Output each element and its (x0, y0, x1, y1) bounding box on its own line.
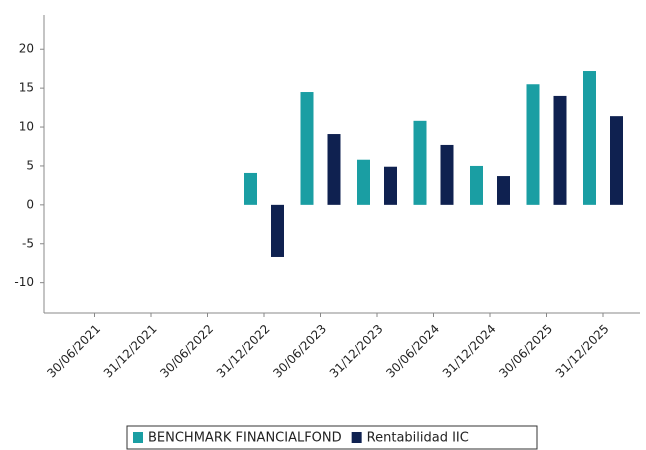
bar (244, 172, 257, 205)
bar (357, 159, 370, 205)
bar (327, 134, 341, 205)
bar (497, 176, 510, 205)
legend: BENCHMARK FINANCIALFOND Rentabilidad IIC (126, 425, 538, 450)
legend-label: Rentabilidad IIC (367, 431, 469, 446)
y-tick-label: 10 (19, 120, 34, 134)
bar (300, 92, 314, 205)
y-tick-label: 20 (19, 42, 34, 56)
y-tick-label: -10 (14, 275, 34, 289)
y-tick-label: 5 (26, 158, 34, 172)
bar (440, 144, 454, 205)
x-tick-label: 31/12/2023 (327, 322, 386, 381)
bar (610, 116, 623, 205)
bar (413, 120, 427, 205)
x-tick-label: 30/06/2025 (496, 322, 555, 381)
bar (553, 95, 567, 205)
y-tick-label: -5 (22, 236, 34, 250)
bar (470, 165, 483, 205)
x-tick-label: 30/06/2021 (44, 322, 103, 381)
legend-label: BENCHMARK FINANCIALFOND (148, 431, 342, 446)
x-tick-label: 30/06/2023 (270, 322, 329, 381)
legend-swatch (351, 432, 362, 443)
x-tick-label: 30/06/2022 (157, 322, 216, 381)
bar (384, 166, 397, 205)
x-tick-label: 31/12/2022 (214, 322, 273, 381)
bar (526, 84, 540, 205)
x-tick-label: 30/06/2024 (383, 322, 442, 381)
x-tick-label: 31/12/2024 (440, 322, 499, 381)
legend-box (126, 425, 538, 450)
legend-swatch (133, 432, 143, 443)
x-tick-label: 31/12/2025 (553, 322, 612, 381)
bar (583, 71, 596, 205)
bar (271, 204, 284, 257)
y-tick-label: 0 (26, 197, 34, 211)
x-tick-label: 31/12/2021 (101, 322, 160, 381)
y-tick-label: 15 (19, 81, 34, 95)
